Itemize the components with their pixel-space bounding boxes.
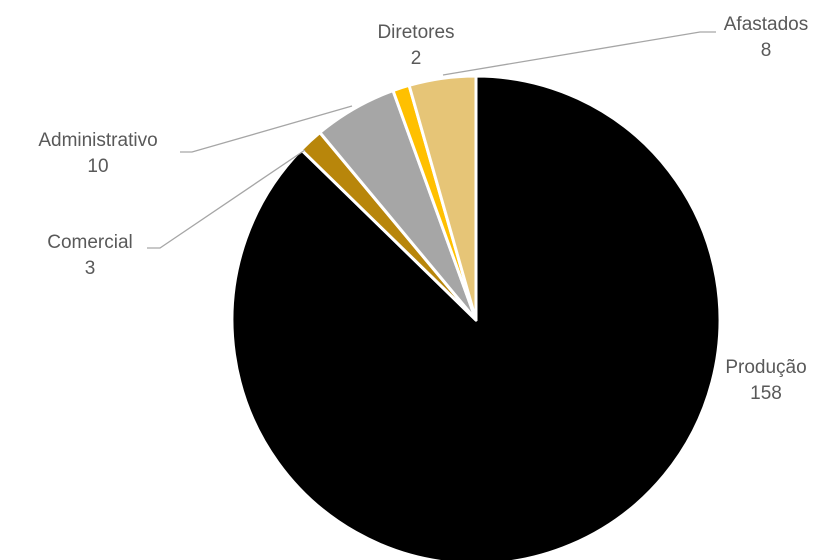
- slice-labels: Produção 158 Comercial 3 Administrativo 10 Dir…: [38, 14, 808, 404]
- leader-lines: [147, 31, 716, 249]
- slice-label-administrativo: Administrativo: [38, 130, 157, 151]
- pie-slice-afastados: [407, 74, 478, 322]
- slice-value-producao: 158: [750, 383, 782, 404]
- leader-line-afastados: [442, 31, 716, 76]
- slice-label-diretores: Diretores: [377, 22, 454, 43]
- pie-slices: [230, 74, 722, 560]
- slice-label-comercial: Comercial: [47, 232, 133, 253]
- slice-value-diretores: 2: [411, 48, 422, 69]
- leader-line-administrativo: [180, 105, 353, 153]
- slice-value-comercial: 3: [85, 258, 96, 279]
- pie-slice-producao: [230, 74, 722, 560]
- leader-line-comercial: [147, 149, 306, 249]
- slice-label-afastados: Afastados: [724, 14, 809, 35]
- slice-value-administrativo: 10: [87, 156, 108, 177]
- slice-value-afastados: 8: [761, 40, 772, 61]
- slice-label-producao: Produção: [725, 357, 806, 378]
